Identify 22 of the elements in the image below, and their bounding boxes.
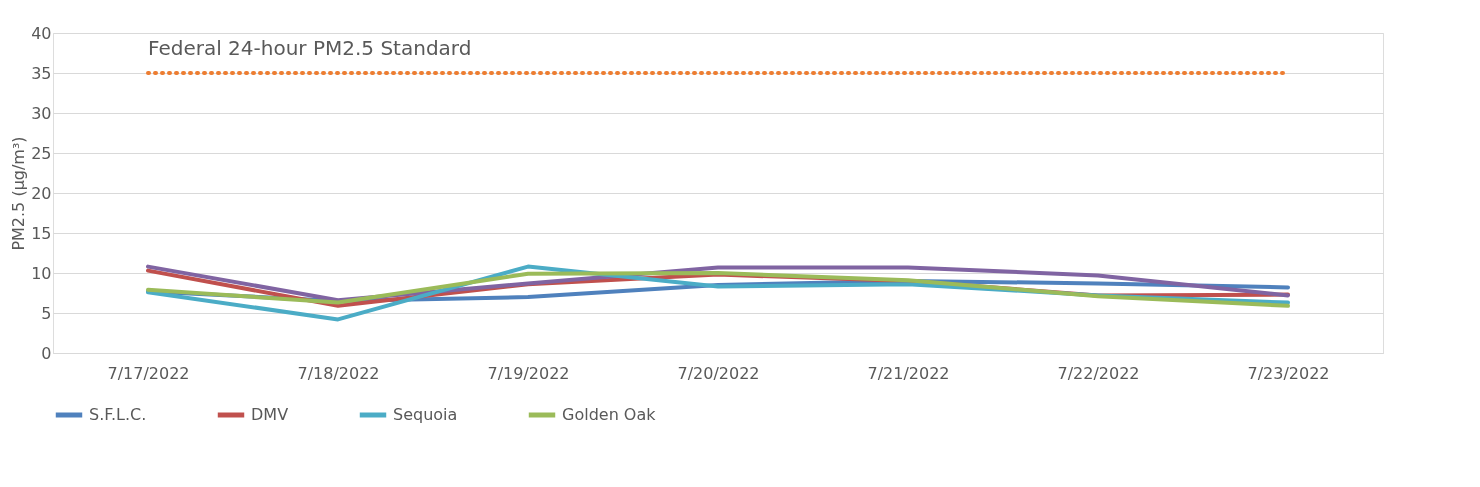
x-tick-label: 7/23/2022	[1247, 363, 1330, 383]
x-tick-label: 7/17/2022	[107, 363, 190, 383]
legend-label: DMV	[251, 405, 289, 424]
y-tick-label: 25	[31, 143, 52, 163]
legend-label: Sequoia	[393, 405, 458, 424]
y-tick-label: 35	[31, 63, 52, 83]
y-axis-title: PM2.5 (µg/m³)	[9, 136, 29, 251]
x-tick-label: 7/20/2022	[677, 363, 760, 383]
x-tick-label: 7/21/2022	[867, 363, 950, 383]
y-tick-label: 20	[31, 183, 52, 203]
y-tick-label: 30	[31, 103, 52, 123]
ref-line-label: Federal 24-hour PM2.5 Standard	[148, 36, 472, 60]
y-tick-label: 40	[31, 23, 52, 43]
legend-label: Golden Oak	[562, 405, 657, 424]
y-tick-label: 15	[31, 223, 52, 243]
legend-label: S.F.L.C.	[89, 405, 147, 424]
x-tick-label: 7/19/2022	[487, 363, 570, 383]
x-tick-label: 7/18/2022	[297, 363, 380, 383]
y-tick-label: 5	[41, 303, 52, 323]
x-tick-label: 7/22/2022	[1057, 363, 1140, 383]
y-tick-label: 10	[31, 263, 52, 283]
y-tick-label: 0	[41, 343, 52, 363]
